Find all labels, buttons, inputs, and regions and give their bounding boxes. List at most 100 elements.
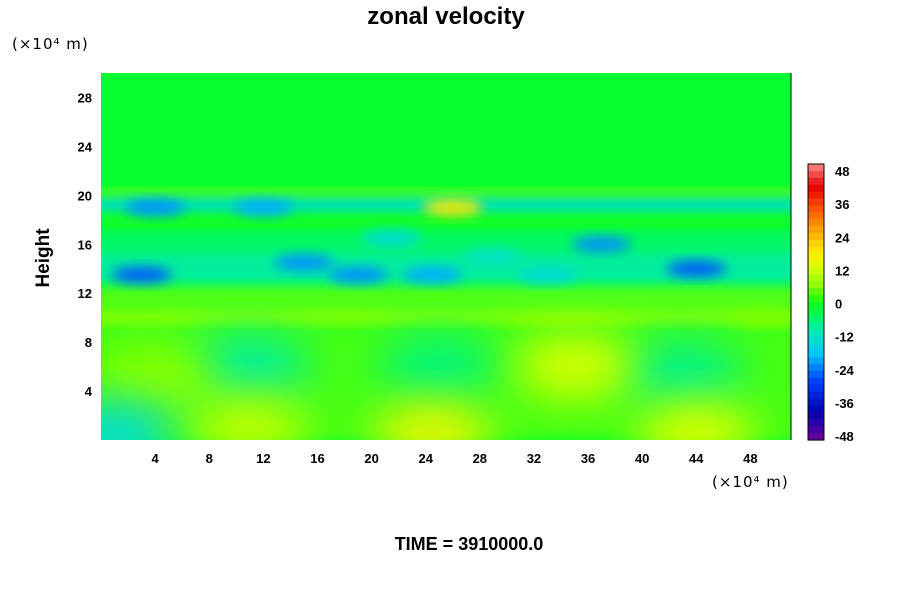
field-feature (666, 260, 727, 277)
colorbar-frame (807, 163, 825, 441)
field-feature (273, 254, 334, 271)
colorbar-cell (808, 219, 824, 227)
colorbar-cell (808, 164, 824, 172)
field-feature (328, 266, 389, 283)
x-axis-unit: (×10⁴ m) (712, 473, 789, 491)
field-feature (189, 334, 310, 399)
field-feature (733, 309, 791, 326)
x-tick-label: 4 (152, 451, 160, 466)
colorbar-cell (808, 308, 824, 317)
x-tick-label: 36 (581, 451, 595, 466)
colorbar-cell (808, 233, 824, 241)
field-feature (636, 401, 757, 440)
colorbar-label: 36 (835, 197, 849, 212)
time-label: TIME = 3910000.0 (395, 534, 544, 554)
colorbar-label: -12 (835, 330, 854, 345)
colorbar-cell (808, 426, 824, 434)
y-tick-label: 16 (78, 237, 92, 252)
colorbar-cells (808, 164, 824, 441)
y-tick-label: 12 (78, 286, 92, 301)
colorbar-cell (808, 253, 824, 262)
colorbar-cell (808, 295, 824, 303)
colorbar-label: -48 (835, 429, 854, 444)
x-tick-label: 20 (364, 451, 378, 466)
colorbar-label: 48 (835, 164, 849, 179)
field-feature (101, 401, 175, 440)
colorbar-cell (808, 384, 824, 393)
colorbar-label: -36 (835, 396, 854, 411)
y-tick-label: 20 (78, 188, 92, 203)
colorbar-label: -24 (835, 363, 855, 378)
colorbar-cell (808, 302, 824, 310)
colorbar-cell (808, 398, 824, 407)
y-tick-labels: 4 8 12 16 20 24 28 (78, 90, 93, 399)
y-tick-label: 8 (85, 335, 92, 350)
x-tick-label: 12 (256, 451, 270, 466)
colorbar-labels: 48 36 24 12 0 -12 -24 -36 -48 (835, 164, 855, 444)
colorbar-cell (808, 343, 824, 351)
colorbar: 48 36 24 12 0 -12 -24 -36 -48 (807, 163, 855, 444)
colorbar-cell (808, 246, 824, 255)
field-features (101, 199, 791, 440)
field-feature (422, 199, 483, 216)
colorbar-cell (808, 412, 824, 420)
colorbar-cell (808, 405, 824, 413)
field-feature (111, 266, 172, 283)
colorbar-label: 0 (835, 297, 842, 312)
field-feature (189, 395, 310, 440)
colorbar-cell (808, 433, 824, 441)
field-feature (379, 334, 500, 399)
x-tick-label: 28 (473, 451, 487, 466)
field-feature (233, 199, 294, 216)
field-feature (125, 199, 186, 216)
colorbar-cell (808, 357, 824, 365)
field-feature (514, 334, 635, 399)
colorbar-label: 24 (835, 230, 850, 245)
x-tick-label: 16 (310, 451, 324, 466)
x-tick-label: 40 (635, 451, 649, 466)
field-band (101, 287, 791, 306)
x-tick-label: 24 (418, 451, 433, 466)
x-tick-labels: 4 8 12 16 20 24 28 32 36 40 44 48 (152, 451, 758, 466)
colorbar-cell (808, 336, 824, 344)
colorbar-cell (808, 391, 824, 400)
field-band (101, 190, 791, 198)
colorbar-cell (808, 212, 824, 220)
field-band (101, 305, 791, 330)
colorbar-label: 12 (835, 263, 849, 278)
colorbar-cell (808, 419, 824, 427)
colorbar-cell (808, 315, 824, 324)
field-band (101, 229, 791, 251)
y-tick-label: 28 (78, 90, 92, 105)
field-feature (361, 230, 422, 247)
colorbar-cell (808, 329, 824, 338)
colorbar-cell (808, 191, 824, 200)
x-tick-label: 8 (206, 451, 213, 466)
x-tick-label: 44 (689, 451, 704, 466)
field-feature (463, 248, 524, 265)
field-band (101, 214, 791, 230)
y-axis-unit: (×10⁴ m) (12, 35, 89, 53)
colorbar-cell (808, 364, 824, 372)
colorbar-cell (808, 226, 824, 234)
colorbar-cell (808, 184, 824, 193)
colorbar-cell (808, 288, 824, 296)
x-tick-label: 32 (527, 451, 541, 466)
colorbar-cell (808, 377, 824, 386)
field-feature (101, 346, 216, 411)
colorbar-cell (808, 281, 824, 289)
field-feature (517, 266, 578, 283)
colorbar-cell (808, 239, 824, 248)
y-tick-label: 4 (85, 384, 93, 399)
y-tick-label: 24 (78, 139, 93, 154)
field-feature (622, 340, 743, 405)
colorbar-cell (808, 274, 824, 282)
colorbar-cell (808, 205, 824, 213)
x-tick-label: 48 (743, 451, 757, 466)
colorbar-cell (808, 350, 824, 358)
colorbar-cell (808, 371, 824, 379)
plot-area (101, 73, 791, 440)
colorbar-cell (808, 260, 824, 269)
colorbar-cell (808, 198, 824, 206)
